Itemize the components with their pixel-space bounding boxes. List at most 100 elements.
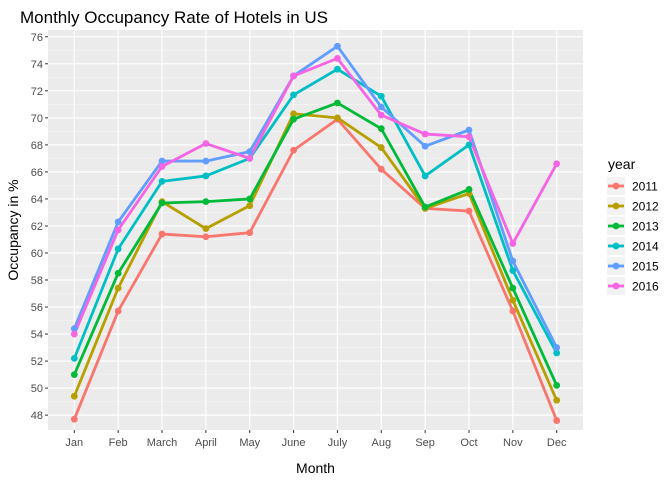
legend-title: year	[608, 156, 636, 172]
data-point-2015	[114, 218, 122, 226]
panel-background	[48, 30, 583, 430]
data-point-2014	[509, 267, 517, 274]
data-point-2013	[377, 125, 385, 133]
data-point-2016	[158, 163, 166, 170]
data-point-2015	[246, 148, 254, 156]
data-point-2011	[246, 229, 254, 237]
legend-key-point	[612, 262, 620, 270]
legend: year 2011 2012 2013 2014 2015 2016	[607, 156, 659, 295]
legend-label: 2011	[632, 180, 658, 194]
y-tick-label: 64	[31, 194, 43, 206]
data-point-2015	[465, 126, 473, 134]
data-point-2012	[290, 110, 297, 118]
data-point-2015	[158, 157, 166, 165]
legend-key-point	[612, 222, 620, 230]
data-point-2016	[202, 140, 210, 147]
data-point-2011	[553, 417, 561, 424]
data-point-2011	[377, 165, 385, 173]
legend-key-point	[612, 242, 620, 250]
data-point-2016	[553, 160, 561, 168]
data-point-2014	[158, 177, 166, 185]
data-point-2014	[290, 91, 297, 99]
data-point-2011	[158, 230, 166, 238]
y-tick-label: 70	[31, 113, 43, 125]
data-point-2011	[465, 207, 473, 215]
data-point-2013	[114, 269, 122, 277]
data-point-2015	[421, 142, 429, 150]
data-point-2011	[290, 146, 297, 154]
data-point-2014	[377, 92, 385, 100]
data-point-2016	[421, 130, 429, 138]
data-point-2012	[377, 144, 385, 151]
legend-label: 2015	[632, 260, 659, 274]
data-point-2015	[202, 157, 210, 165]
data-point-2013	[553, 382, 561, 389]
data-point-2014	[334, 65, 341, 73]
legend-label: 2013	[632, 220, 659, 234]
data-point-2013	[509, 284, 517, 292]
y-tick-label: 74	[31, 59, 43, 71]
data-point-2012	[334, 114, 341, 122]
data-point-2013	[202, 198, 210, 206]
y-tick-label: 48	[31, 410, 43, 422]
x-tick-label: Aug	[371, 437, 391, 449]
data-point-2013	[290, 115, 297, 123]
data-point-2015	[334, 42, 341, 50]
data-point-2015	[377, 103, 385, 111]
data-point-2016	[465, 133, 473, 141]
data-point-2016	[246, 154, 254, 162]
series-line-2013	[72, 101, 559, 387]
y-tick-label: 60	[31, 248, 43, 260]
data-point-2016	[290, 72, 297, 80]
data-point-2014	[202, 172, 210, 180]
y-tick-label: 66	[31, 167, 43, 179]
data-point-2013	[158, 199, 166, 207]
series-line-2016	[72, 56, 559, 336]
data-point-2016	[114, 226, 122, 234]
data-point-2015	[509, 257, 517, 265]
data-point-2012	[553, 396, 561, 404]
x-tick-label: May	[239, 437, 260, 449]
data-point-2013	[246, 195, 254, 203]
series-line-2014	[72, 67, 559, 360]
x-tick-label: June	[282, 437, 306, 449]
data-point-2014	[553, 349, 561, 357]
data-point-2011	[202, 233, 210, 241]
y-tick-label: 56	[31, 302, 43, 314]
data-point-2011	[509, 307, 517, 315]
data-point-2013	[465, 186, 473, 193]
data-point-2014	[421, 172, 429, 180]
x-tick-label: Oct	[460, 437, 477, 449]
legend-key-point	[612, 182, 620, 190]
data-point-2014	[465, 141, 473, 149]
x-tick-label: July	[328, 437, 348, 449]
legend-label: 2012	[632, 200, 659, 214]
data-point-2011	[70, 415, 78, 423]
x-axis-label: Month	[296, 460, 335, 476]
plot-area: 48 50 52 54 56 58 60 62 64 66 68 70 72 74 76 Jan Feb Marc…	[31, 30, 583, 449]
y-tick-label: 68	[31, 140, 43, 152]
chart-title: Monthly Occupancy Rate of Hotels in US	[20, 8, 328, 27]
data-point-2014	[114, 245, 122, 253]
x-tick-label: Feb	[109, 437, 128, 449]
x-tick-label: Dec	[547, 437, 567, 449]
y-tick-label: 62	[31, 221, 43, 233]
data-point-2012	[246, 202, 254, 210]
x-tick-label: April	[195, 437, 217, 449]
legend-label: 2016	[632, 280, 659, 294]
x-tick-label: Sep	[415, 437, 435, 449]
y-tick-label: 72	[31, 86, 43, 98]
y-tick-label: 76	[31, 32, 43, 44]
y-tick-label: 54	[31, 329, 43, 341]
data-point-2011	[114, 307, 122, 315]
x-tick-label: Nov	[503, 437, 523, 449]
data-point-2012	[70, 392, 78, 400]
legend-key-point	[612, 202, 620, 210]
y-tick-label: 58	[31, 275, 43, 287]
x-tick-label: March	[147, 437, 178, 449]
data-point-2012	[114, 284, 122, 292]
series-line-2011	[72, 117, 559, 422]
data-point-2013	[70, 371, 78, 378]
legend-key-point	[612, 282, 620, 290]
